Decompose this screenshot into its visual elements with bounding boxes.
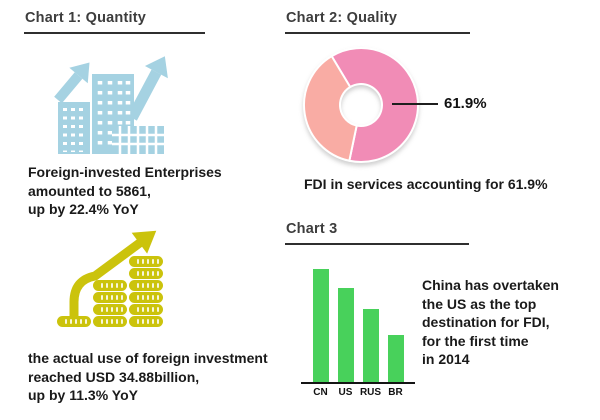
bar-rect [312,269,329,382]
caption-line: the actual use of foreign investment [28,350,268,366]
bar-chart-plot-area [301,269,415,384]
wide-building [112,126,164,154]
small-up-arrow [54,62,90,104]
caption-line: for the first time [422,332,529,349]
left-building [58,102,90,154]
caption-line: the US as the top [422,295,537,312]
caption-line: up by 22.4% YoY [28,201,139,217]
donut-value-label: 61.9% [444,95,487,112]
growth-arrow [69,230,157,326]
bar-rect [387,335,404,382]
callout-line [392,103,438,105]
chart3-header: Chart 3 [285,221,469,245]
big-up-arrow [127,56,168,121]
bar-rect [337,288,354,382]
caption-line: destination for FDI, [422,314,550,331]
bar-label-us: US [338,387,353,398]
caption-line: up by 11.3% YoY [28,387,138,403]
donut-chart [303,47,419,163]
caption-line: amounted to 5861, [28,182,151,199]
bar-us [333,288,358,382]
caption-line: Foreign-invested Enterprises [28,164,222,180]
bar-rus [358,309,383,382]
enterprises-caption: Foreign-invested Enterprises amounted to… [28,163,222,219]
buildings-growth-icon [54,56,168,154]
bar-chart-x-axis-labels: CN US RUS BR [301,387,415,398]
investment-caption: the actual use of foreign investment rea… [28,349,268,405]
coin [128,267,164,280]
coin [56,315,92,328]
bar-cn [308,269,333,382]
chart3-caption: China has overtaken the US as the top de… [422,276,559,369]
chart2-caption: FDI in services accounting for 61.9% [304,176,548,192]
chart1-header: Chart 1: Quantity [24,10,205,34]
bar-label-br: BR [388,387,403,398]
bar-label-rus: RUS [359,387,382,398]
coin [128,303,164,316]
coin [128,279,164,292]
coins-growth-icon [56,230,164,328]
caption-line: reached USD 34.88billion, [28,368,200,385]
caption-line: China has overtaken [422,277,559,293]
chart2-header: Chart 2: Quality [285,10,470,34]
coin [128,315,164,328]
bar-rect [362,309,379,382]
donut-slice-1 [303,54,358,162]
bar-chart: CN US RUS BR [301,269,415,398]
donut-slice-0 [330,47,419,163]
coin [92,315,128,328]
bar-label-cn: CN [313,387,328,398]
coin [128,291,164,304]
bar-br [383,335,408,382]
coin [128,255,164,268]
coin [92,303,128,316]
caption-line: in 2014 [422,351,470,368]
coin [92,279,128,292]
coin [92,291,128,304]
